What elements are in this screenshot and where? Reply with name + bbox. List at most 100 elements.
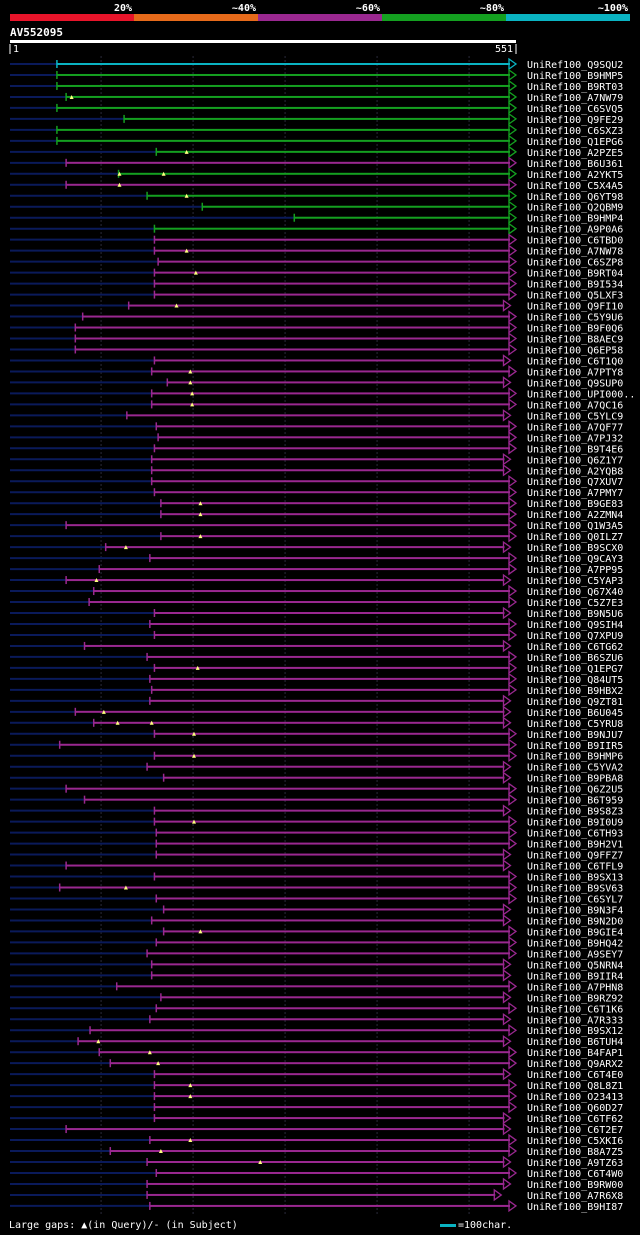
hit-end-arrow [508, 925, 518, 938]
hit-bar [66, 864, 505, 867]
hit-row: UniRef100_A7R333 [10, 1012, 623, 1026]
hit-label: UniRef100_Q6EP58 [527, 345, 623, 356]
hit-label: UniRef100_C6SXZ3 [527, 126, 623, 137]
hit-bar [151, 403, 510, 406]
hit-label: UniRef100_C6SYL7 [527, 894, 623, 905]
hit-row: UniRef100_C6T4E0 [10, 1067, 623, 1081]
hit-bar [160, 513, 510, 516]
hit-end-arrow [508, 474, 518, 488]
hit-label: UniRef100_Q9CAY3 [527, 554, 623, 565]
hit-end-arrow [508, 562, 518, 576]
hit-row: UniRef100_B9NJU7 [10, 727, 623, 741]
hit-label: UniRef100_Q5LXF3 [527, 291, 623, 302]
hit-end-arrow [508, 365, 518, 378]
hit-end-arrow [502, 694, 512, 708]
hit-row: UniRef100_C5XKI6 [10, 1133, 623, 1147]
hit-row: UniRef100_Q1EPG7 [10, 661, 623, 675]
hit-bar [294, 216, 510, 219]
gap-marker [190, 391, 195, 396]
hit-bar [147, 1193, 496, 1196]
hit-end-arrow [508, 145, 518, 159]
hit-row: UniRef100_B9SV63 [10, 881, 623, 895]
hit-label: UniRef100_Q8L8Z1 [527, 1081, 623, 1092]
hit-bar [163, 930, 510, 933]
hit-end-arrow [508, 628, 518, 642]
hit-row: UniRef100_Q60D27 [10, 1100, 623, 1114]
gap-marker [193, 270, 198, 275]
hit-label: UniRef100_B9HMP4 [527, 214, 623, 225]
hit-row: UniRef100_B9RT04 [10, 266, 623, 280]
hit-bar [154, 447, 510, 450]
hit-label: UniRef100_C6T1Q0 [527, 356, 623, 367]
gap-marker [258, 1160, 263, 1164]
hit-bar [149, 622, 510, 625]
hit-bar [126, 414, 505, 417]
hit-end-arrow [508, 518, 518, 532]
hit-row: UniRef100_B8AEC9 [10, 332, 623, 346]
hit-row: UniRef100_Q9FFZ7 [10, 848, 623, 862]
hit-end-arrow [508, 672, 518, 686]
hit-row: UniRef100_Q6EP58 [10, 343, 623, 356]
hit-row: UniRef100_C6TBD0 [10, 233, 623, 247]
hit-label: UniRef100_C6T2E7 [527, 1125, 623, 1136]
hit-end-arrow [508, 101, 518, 115]
hit-label: UniRef100_Q5NRN4 [527, 960, 623, 971]
hit-row: UniRef100_Q9ARX2 [10, 1056, 623, 1070]
hit-bar [110, 1150, 510, 1153]
hit-label: UniRef100_C6SVQ5 [527, 104, 623, 115]
gap-marker [147, 1050, 152, 1055]
hit-end-arrow [508, 595, 518, 609]
hit-label: UniRef100_Q6Z2U5 [527, 785, 623, 796]
gap-marker [69, 94, 74, 99]
hit-end-arrow [502, 409, 512, 422]
hit-end-arrow [508, 244, 518, 257]
gap-marker [96, 1039, 101, 1044]
hit-row: UniRef100_A2YKT5 [10, 167, 623, 181]
hit-row: UniRef100_Q5NRN4 [10, 958, 623, 971]
hit-end-arrow [508, 343, 518, 356]
legend-label: ~100% [598, 3, 628, 14]
hit-end-arrow [508, 68, 518, 82]
hit-label: UniRef100_B9N2D0 [527, 916, 623, 927]
hit-end-arrow [508, 551, 518, 565]
gap-marker [198, 534, 203, 539]
hit-label: UniRef100_C5YAP3 [527, 576, 623, 587]
hit-bar [154, 754, 510, 757]
hit-row: UniRef100_Q8L8Z1 [10, 1078, 623, 1092]
hit-label: UniRef100_C6TH93 [527, 829, 623, 840]
hit-row: UniRef100_A7NW78 [10, 244, 623, 258]
hit-bar [151, 469, 505, 472]
hit-end-arrow [502, 1067, 512, 1081]
hit-row: UniRef100_B9HMP6 [10, 749, 623, 763]
hit-bar [151, 688, 510, 691]
hit-row: UniRef100_C6TH93 [10, 826, 623, 840]
identity-color-legend: 20% ~40% ~60% ~80% ~100% [10, 3, 630, 21]
hit-bar [66, 524, 511, 527]
gap-marker [188, 1138, 193, 1143]
hit-row: UniRef100_Q2QBM9 [10, 200, 623, 214]
hit-end-arrow [502, 958, 512, 971]
hit-row: UniRef100_B9N2D0 [10, 914, 623, 927]
hit-bar [151, 974, 505, 977]
hit-row: UniRef100_B9RW00 [10, 1177, 623, 1191]
hit-label: UniRef100_A2YKT5 [527, 170, 623, 181]
gap-marker [101, 709, 106, 714]
hit-row: UniRef100_A7NW79 [10, 90, 623, 104]
hit-end-arrow [508, 1078, 518, 1092]
hit-row: UniRef100_B4FAP1 [10, 1045, 623, 1059]
hit-bar [151, 370, 510, 373]
hit-label: UniRef100_B9HBX2 [527, 686, 623, 697]
hit-bar [149, 1018, 505, 1021]
hit-row: UniRef100_B6SZU6 [10, 650, 623, 664]
hit-row: UniRef100_Q0ILZ7 [10, 529, 623, 543]
hit-end-arrow [508, 1045, 518, 1059]
hit-bar [154, 282, 510, 285]
hit-label: UniRef100_B9SCX0 [527, 543, 623, 554]
hit-end-arrow [508, 529, 518, 543]
hit-end-arrow [502, 1177, 512, 1191]
hit-row: UniRef100_B6U361 [10, 156, 623, 170]
hit-label: UniRef100_A7NW79 [527, 93, 623, 104]
hit-bar [154, 1084, 510, 1087]
scale-label: =100char. [458, 1220, 513, 1231]
hit-label: UniRef100_B9F0Q6 [527, 324, 623, 335]
